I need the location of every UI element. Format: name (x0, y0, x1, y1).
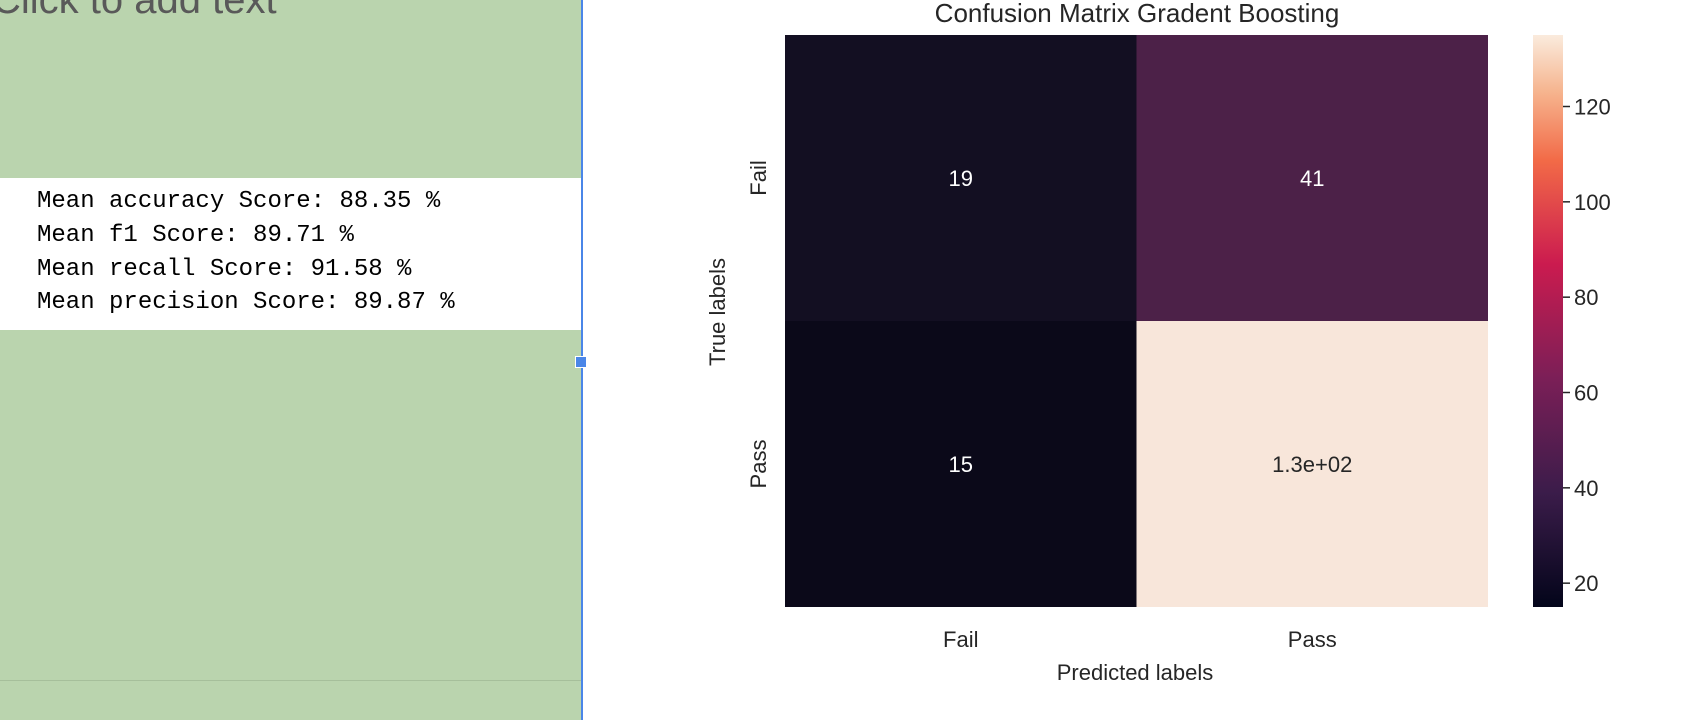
x-tick-label: Pass (1288, 627, 1337, 652)
chart-svg: Confusion Matrix Gradent Boosting 19 41 15… (705, 0, 1611, 685)
f1-metric: Mean f1 Score: 89.71 % (37, 222, 354, 249)
cell-annotation: 41 (1300, 166, 1324, 191)
x-tick-label: Fail (943, 627, 978, 652)
colorbar-tick-label: 120 (1574, 95, 1611, 120)
cell-annotation: 19 (949, 166, 973, 191)
resize-handle[interactable] (575, 356, 587, 368)
colorbar-tick-label: 20 (1574, 571, 1598, 596)
accuracy-metric: Mean accuracy Score: 88.35 % (37, 188, 441, 215)
x-axis-label: Predicted labels (1057, 660, 1214, 685)
metrics-output-box: Mean accuracy Score: 88.35 % Mean f1 Sco… (0, 178, 581, 330)
colorbar (1533, 35, 1563, 607)
colorbar-tick-label: 100 (1574, 190, 1611, 215)
precision-metric: Mean precision Score: 89.87 % (37, 289, 455, 316)
heatmap-cell (785, 35, 1137, 321)
heatmap-cell (1136, 321, 1488, 607)
y-tick-label: Pass (746, 440, 771, 489)
heatmap-cell (785, 321, 1137, 607)
cell-annotation: 15 (949, 452, 973, 477)
recall-metric: Mean recall Score: 91.58 % (37, 256, 412, 283)
y-axis-label: True labels (705, 258, 730, 366)
chart-title: Confusion Matrix Gradent Boosting (935, 0, 1340, 28)
y-tick-label: Fail (746, 160, 771, 195)
confusion-matrix-chart: Confusion Matrix Gradent Boosting 19 41 15… (583, 0, 1696, 720)
colorbar-tick-label: 40 (1574, 476, 1598, 501)
cell-annotation: 1.3e+02 (1272, 452, 1352, 477)
panel-divider (0, 680, 581, 681)
click-to-add-text-placeholder[interactable]: Click to add text (0, 0, 277, 22)
colorbar-tick-label: 80 (1574, 285, 1598, 310)
text-box-panel[interactable]: Click to add text Mean accuracy Score: 8… (0, 0, 583, 720)
heatmap-cell (1136, 35, 1488, 321)
colorbar-tick-label: 60 (1574, 381, 1598, 406)
